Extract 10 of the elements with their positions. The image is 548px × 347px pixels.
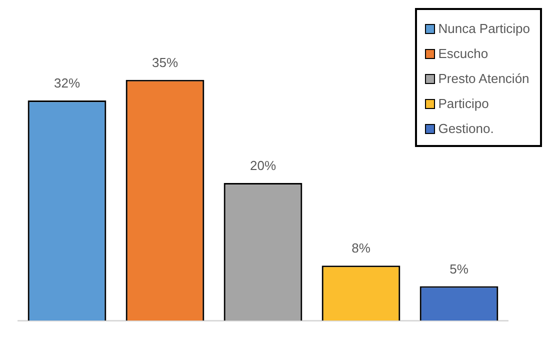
data-label: 5% — [450, 261, 469, 276]
data-label: 35% — [152, 54, 178, 70]
legend-label: Escucho — [438, 46, 488, 61]
legend-label: Presto Atención — [438, 71, 530, 86]
data-label: 32% — [54, 76, 80, 91]
legend-label: Nunca Participo — [438, 21, 530, 36]
data-label: 8% — [352, 240, 371, 256]
legend-label: Participo — [438, 96, 489, 111]
legend-label: Gestiono. — [438, 121, 494, 136]
data-label: 20% — [250, 158, 276, 174]
